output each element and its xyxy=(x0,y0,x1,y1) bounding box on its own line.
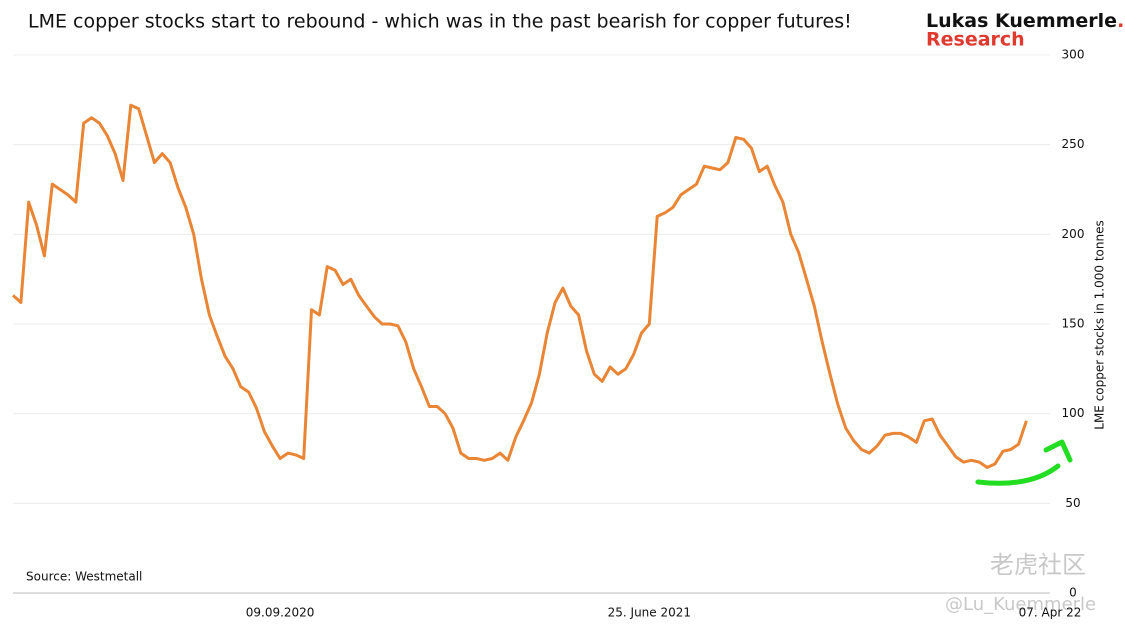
y-axis-label: LME copper stocks in 1.000 tonnes xyxy=(1093,220,1107,429)
x-tick-label: 25. June 2021 xyxy=(608,606,691,620)
brand-sub: Research xyxy=(926,29,1025,51)
source: Source: Westmetall xyxy=(26,570,142,584)
y-tick-label: 150 xyxy=(1062,317,1085,331)
brand: Lukas Kuemmerle. xyxy=(926,10,1124,32)
x-tick-label: 07. Apr 22 xyxy=(1019,606,1082,620)
y-tick-label: 200 xyxy=(1062,227,1085,241)
y-tick-label: 300 xyxy=(1062,48,1085,62)
y-tick-label: 50 xyxy=(1065,496,1080,510)
y-tick-label: 250 xyxy=(1062,137,1085,151)
y-tick-label: 100 xyxy=(1062,406,1085,420)
x-tick-label: 09.09.2020 xyxy=(246,606,315,620)
watermark: @Lu_Kuemmerle xyxy=(945,594,1096,615)
chart-title: LME copper stocks start to rebound - whi… xyxy=(28,11,852,33)
annotation-arrow-head xyxy=(1043,439,1073,463)
watermark: 老虎社区 xyxy=(990,551,1086,579)
y-tick-label: 0 xyxy=(1069,586,1077,600)
annotation-arrow xyxy=(975,463,1061,486)
line xyxy=(11,103,1028,469)
